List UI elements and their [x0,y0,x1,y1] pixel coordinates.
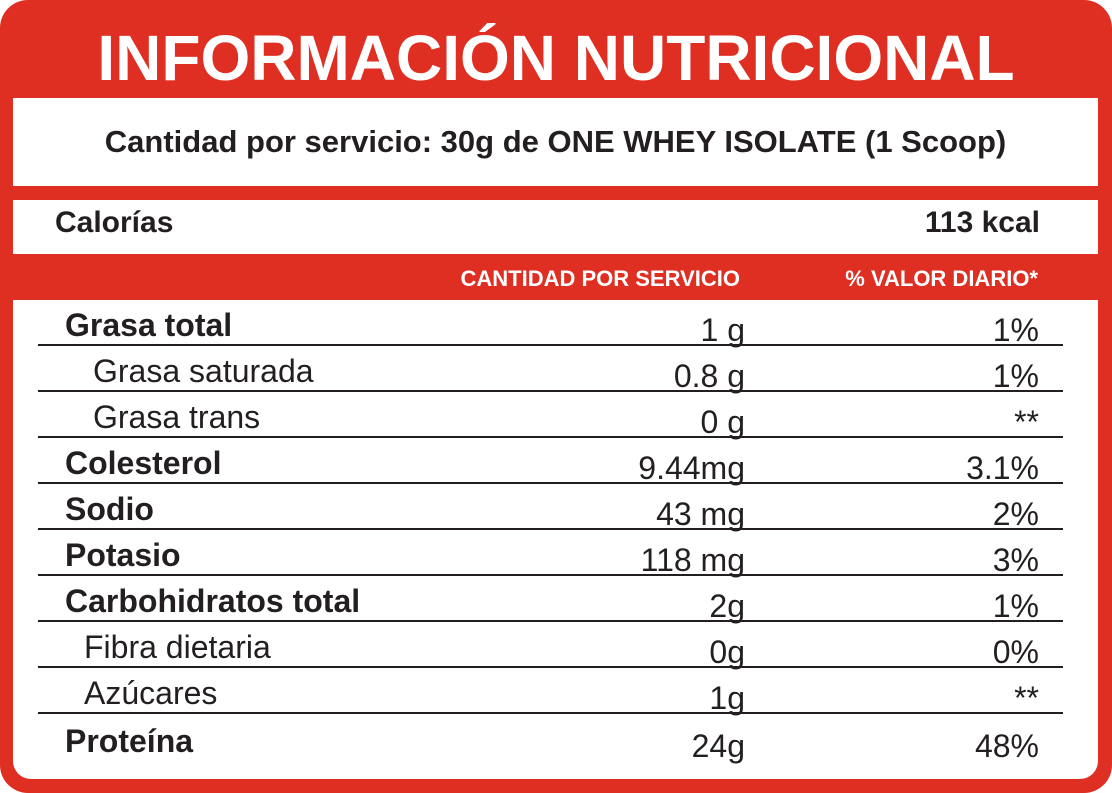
nutrient-table: Grasa total 1 g 1% Grasa saturada 0.8 g … [13,300,1098,779]
calories-label: Calorías [55,206,174,239]
table-row: Sodio 43 mg 2% [38,484,1063,532]
nutrient-amount: 0g [709,634,745,670]
nutrient-daily-value: ** [1014,680,1039,716]
nutrient-name: Potasio [65,537,181,573]
nutrient-amount: 9.44mg [638,450,745,486]
nutrient-name: Proteína [65,723,194,759]
nutrient-daily-value: 1% [992,588,1039,624]
amount-column-header: CANTIDAD POR SERVICIO [460,266,740,291]
nutrient-daily-value: 1% [992,312,1039,348]
calories-row: Calorías 113 kcal [13,200,1098,254]
nutrient-name: Grasa trans [93,399,261,435]
nutrient-amount: 0 g [700,404,745,440]
serving-size: Cantidad por servicio: 30g de ONE WHEY I… [13,98,1098,186]
nutrient-name: Grasa saturada [93,353,314,389]
nutrient-name: Colesterol [65,445,222,481]
nutrient-name: Azúcares [84,675,218,711]
nutrient-daily-value: 3.1% [966,450,1039,486]
nutrient-name: Carbohidratos total [65,583,361,619]
nutrient-daily-value: 48% [974,728,1039,764]
table-row: Grasa trans 0 g ** [38,392,1063,440]
nutrient-name: Grasa total [65,307,233,343]
nutrient-name: Sodio [65,491,154,527]
table-row: Azúcares 1g ** [38,668,1063,716]
table-row: Colesterol 9.44mg 3.1% [38,438,1063,486]
nutrient-amount: 2g [709,588,745,624]
daily-value-column-header: % VALOR DIARIO* [845,266,1038,291]
nutrient-daily-value: 2% [992,496,1039,532]
table-row: Proteína 24g 48% [38,714,1063,764]
calories-value: 113 kcal [924,206,1040,239]
nutrient-daily-value: 3% [992,542,1039,578]
nutrient-amount: 118 mg [640,542,745,578]
table-row: Fibra dietaria 0g 0% [38,622,1063,670]
nutrient-name: Fibra dietaria [84,629,271,665]
nutrient-daily-value: 0% [992,634,1039,670]
nutrient-amount: 43 mg [656,496,745,532]
nutrient-amount: 24g [691,728,745,764]
table-row: Carbohidratos total 2g 1% [38,576,1063,624]
label-title: INFORMACIÓN NUTRICIONAL [97,22,1015,94]
table-row: Potasio 118 mg 3% [38,530,1063,578]
table-row: Grasa total 1 g 1% [38,300,1063,348]
nutrient-amount: 1 g [700,312,745,348]
table-row: Grasa saturada 0.8 g 1% [38,346,1063,394]
nutrient-amount: 0.8 g [673,358,745,394]
nutrient-daily-value: 1% [992,358,1039,394]
nutrient-amount: 1g [709,680,745,716]
nutrient-daily-value: ** [1014,404,1039,440]
